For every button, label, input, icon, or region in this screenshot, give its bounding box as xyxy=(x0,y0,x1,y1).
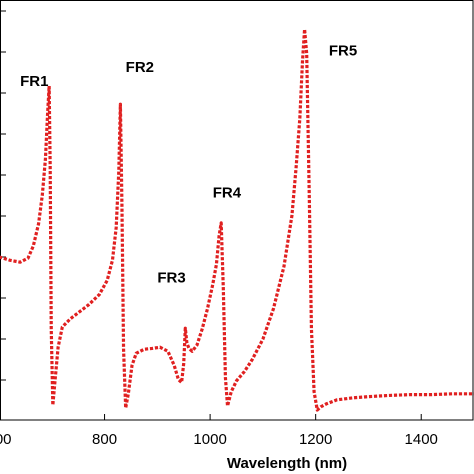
peak-label-fr4: FR4 xyxy=(213,184,242,201)
series-layer xyxy=(0,27,474,412)
x-tick-label: 600 xyxy=(0,431,12,448)
x-tick-label: 800 xyxy=(92,431,117,448)
x-axis-title: Wavelength (nm) xyxy=(227,455,347,472)
x-tick-label: 1200 xyxy=(299,431,332,448)
peak-annotations: FR1 FR2 FR3 FR4 FR5 xyxy=(20,43,357,287)
plot-axes xyxy=(0,0,474,421)
peak-label-fr2: FR2 xyxy=(126,59,154,76)
x-axis-ticks: 600 800 1000 1200 1400 xyxy=(0,414,438,448)
x-tick-label: 1400 xyxy=(405,431,438,448)
peak-label-fr3: FR3 xyxy=(157,269,185,286)
peak-label-fr5: FR5 xyxy=(329,43,357,60)
x-tick-label: 1000 xyxy=(193,431,226,448)
spectrum-series-line xyxy=(0,27,474,412)
plot-frame xyxy=(0,0,474,421)
peak-label-fr1: FR1 xyxy=(20,73,48,90)
